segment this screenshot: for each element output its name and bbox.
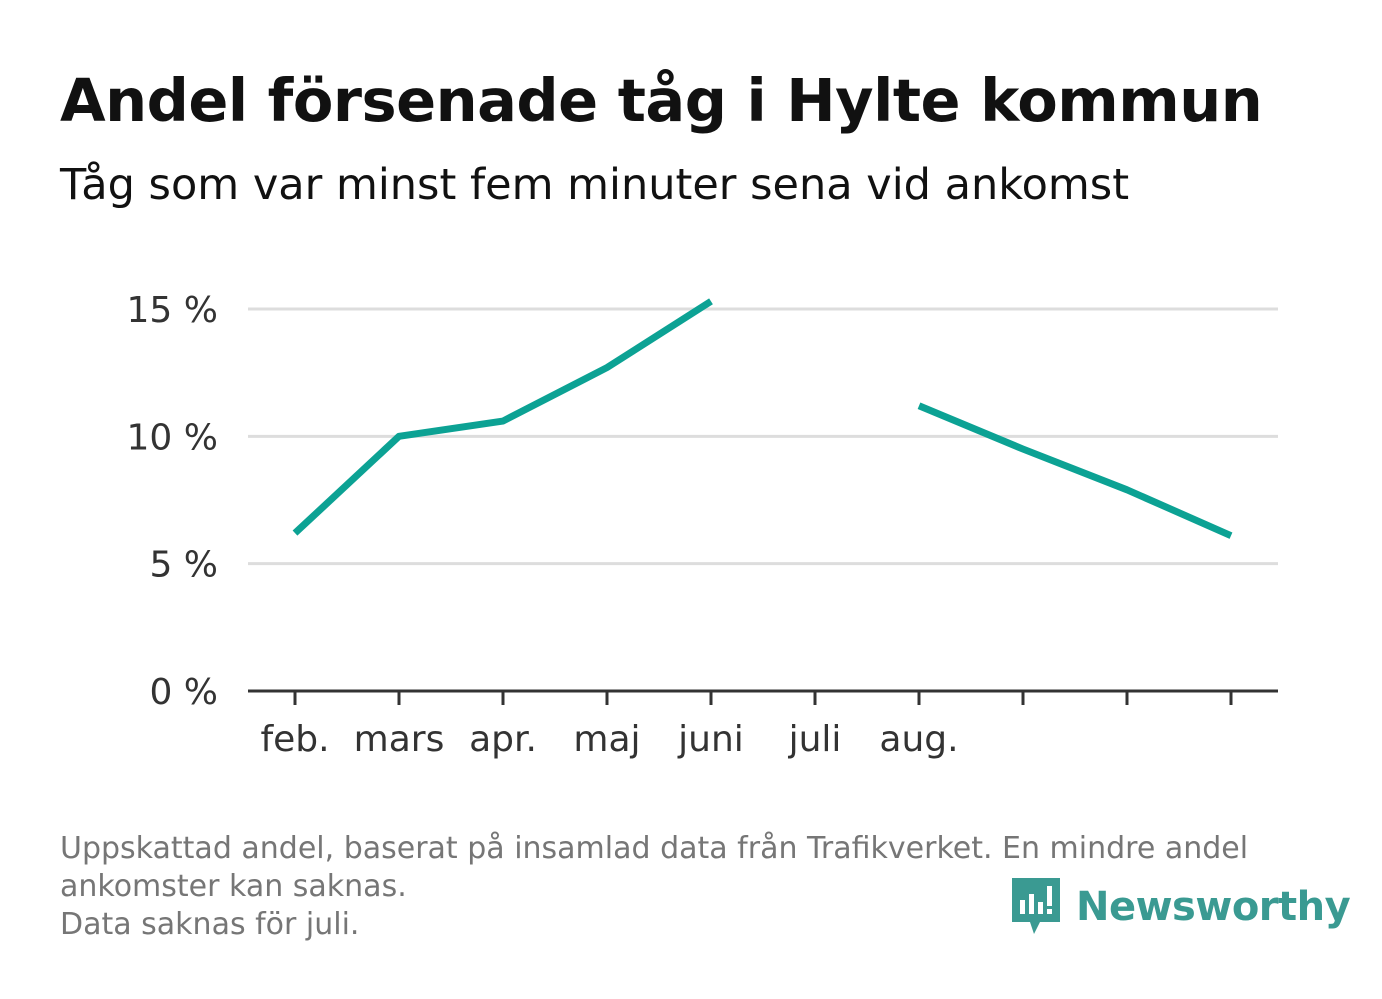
- footnote: Uppskattad andel, baserat på insamlad da…: [60, 830, 1320, 944]
- chart-subtitle: Tåg som var minst fem minuter sena vid a…: [60, 160, 1130, 210]
- x-tick-label: juli: [788, 719, 842, 760]
- y-tick-label: 15 %: [127, 290, 218, 331]
- x-tick-label: feb.: [260, 719, 329, 760]
- y-tick-label: 5 %: [149, 545, 218, 586]
- series-line: [292, 298, 713, 536]
- y-tick-label: 10 %: [127, 417, 218, 458]
- series-line: [917, 402, 1233, 539]
- chart-title: Andel försenade tåg i Hylte kommun: [60, 66, 1263, 135]
- brand-name: Newsworthy: [1076, 884, 1351, 930]
- footnote-line: Data saknas för juli.: [60, 907, 360, 942]
- newsworthy-logo-icon: [1012, 878, 1060, 934]
- line-chart: 0 % 5 % 10 % 15 % feb. mars apr. maj juni juli aug…: [127, 290, 1278, 760]
- y-tick-label: 0 %: [149, 672, 218, 713]
- x-tick-label: aug.: [879, 719, 958, 760]
- brand-logo: Newsworthy: [1010, 876, 1351, 938]
- footnote-line: Uppskattad andel, baserat på insamlad da…: [60, 831, 1249, 866]
- x-tick-label: mars: [354, 719, 445, 760]
- footnote-line: ankomster kan saknas.: [60, 869, 407, 904]
- x-tick-label: maj: [573, 719, 640, 760]
- x-tick-label: apr.: [469, 719, 537, 760]
- x-tick-label: juni: [677, 719, 744, 760]
